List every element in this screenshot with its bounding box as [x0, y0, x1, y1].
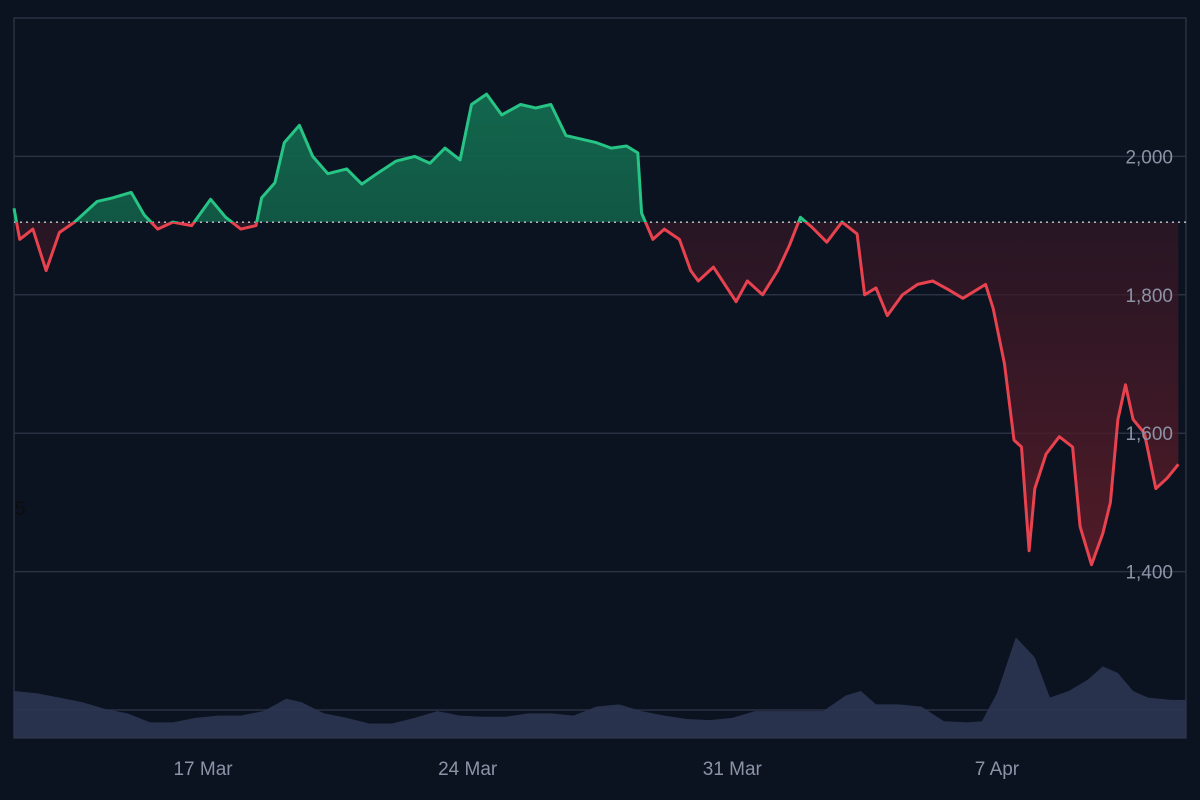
y-tick-label: 1,800: [1125, 286, 1173, 307]
x-tick-label: 17 Mar: [173, 759, 233, 780]
y-tick-label: 2,000: [1125, 147, 1173, 168]
x-tick-label: 31 Mar: [703, 759, 763, 780]
up-area: [14, 94, 843, 223]
x-axis-labels: 17 Mar 24 Mar 31 Mar 7 Apr: [173, 759, 1019, 780]
overlay-label: 5: [15, 499, 26, 520]
y-axis-labels: 2,000 1,800 1,600 1,400: [1125, 147, 1173, 583]
volume-area: [14, 637, 1186, 738]
y-tick-label: 1,400: [1125, 563, 1173, 584]
volume-series: [14, 637, 1186, 738]
y-tick-label: 1,600: [1125, 424, 1173, 445]
x-tick-label: 24 Mar: [438, 759, 498, 780]
down-line: [15, 222, 1180, 567]
price-area: [14, 94, 1179, 565]
down-area: [14, 222, 1179, 565]
price-line: [12, 92, 1180, 567]
x-tick-label: 7 Apr: [975, 759, 1020, 780]
